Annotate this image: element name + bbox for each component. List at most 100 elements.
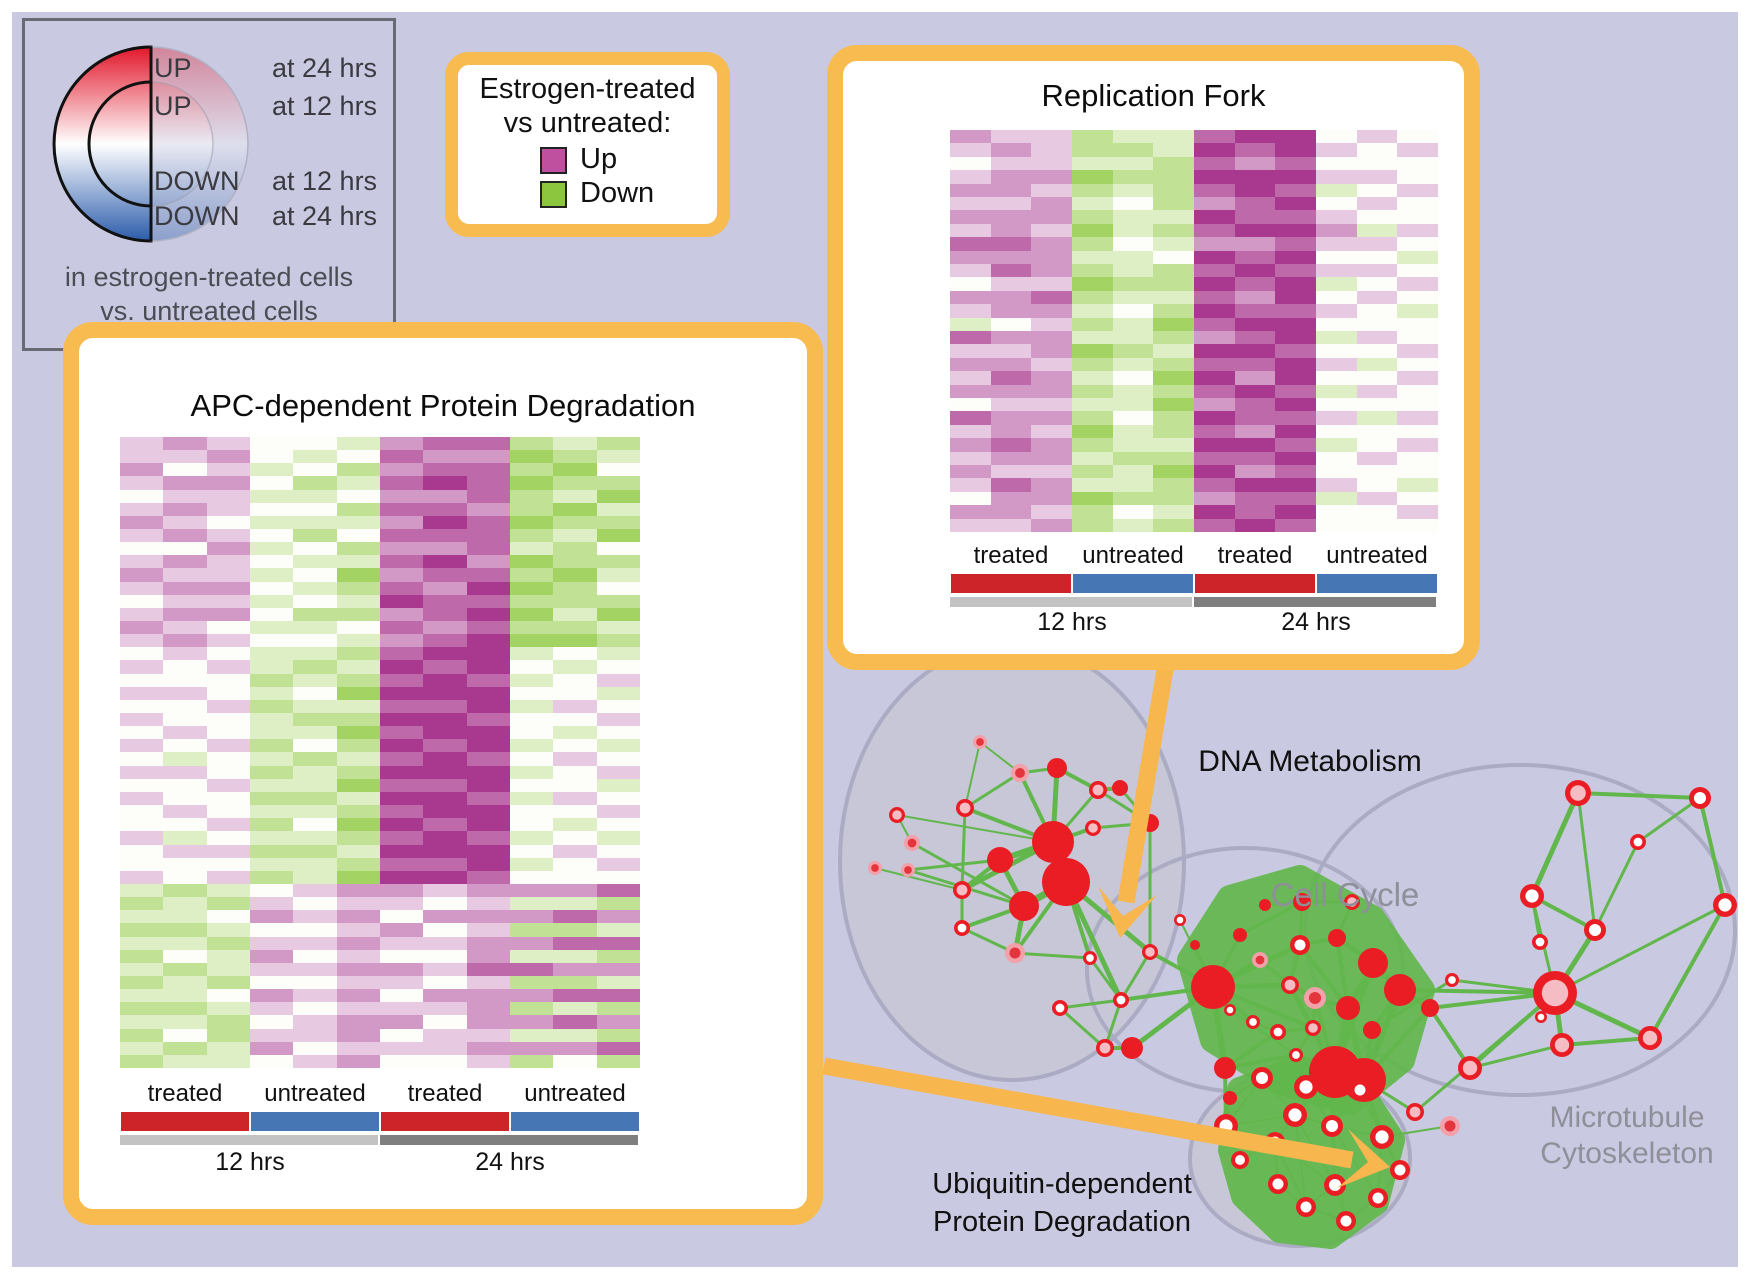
heatmap-cell — [1275, 357, 1316, 372]
heatmap-cell — [1072, 357, 1113, 372]
heatmap-cell — [379, 463, 424, 477]
heatmap-cell — [423, 778, 467, 792]
heatmap-cell — [950, 397, 991, 412]
heatmap-cell — [379, 502, 424, 516]
network-edge — [1294, 1114, 1307, 1208]
network-edge — [1331, 1125, 1347, 1222]
heatmap-cell — [596, 975, 640, 990]
heatmap-cell — [379, 791, 424, 806]
heatmap-cell — [1194, 438, 1235, 452]
heatmap-cell — [163, 1028, 207, 1042]
heatmap-cell — [1356, 505, 1398, 519]
heatmap-cell — [206, 437, 250, 451]
heatmap-cell — [1397, 384, 1438, 398]
heatmap-cell — [336, 897, 380, 911]
heatmap-cell — [379, 752, 424, 766]
heatmap-cell — [163, 910, 207, 924]
heatmap-cell — [596, 529, 640, 543]
apc-heatmap-panel: APC-dependent Protein Degradation treate… — [63, 322, 823, 1225]
heatmap-cell — [1112, 491, 1154, 506]
heatmap-cell — [293, 910, 337, 924]
heatmap-cell — [1234, 464, 1276, 479]
heatmap-cell — [596, 818, 640, 832]
heatmap-cell — [1112, 357, 1154, 372]
heatmap-cell — [990, 156, 1032, 171]
heatmap-cell — [1397, 397, 1438, 412]
heatmap-cell — [423, 883, 467, 898]
heatmap-cell — [553, 778, 597, 792]
network-node-ring-center — [1272, 1178, 1284, 1190]
heatmap-cell — [120, 529, 164, 543]
heatmap-cell — [206, 1028, 250, 1042]
heatmap-cell — [293, 962, 337, 976]
heatmap-cell — [596, 489, 640, 503]
heatmap-cell — [1397, 478, 1438, 492]
ubiquitin-label-line2: Protein Degradation — [933, 1206, 1191, 1238]
heatmap-cell — [120, 765, 164, 779]
network-edge — [1593, 841, 1640, 931]
treatment-bar-treated-2 — [381, 1112, 509, 1131]
heatmap-cell — [1275, 277, 1316, 291]
heatmap-cell — [553, 489, 597, 503]
heatmap-cell — [1275, 451, 1316, 465]
heatmap-cell — [336, 1015, 380, 1029]
heatmap-cell — [1234, 397, 1276, 412]
heatmap-cell — [509, 713, 554, 727]
microtubule-label-line1: Microtubule — [1549, 1101, 1705, 1134]
heatmap-cell — [466, 529, 510, 543]
heatmap-cell — [509, 502, 554, 516]
heatmap-cell — [1234, 344, 1276, 358]
heatmap-cell — [336, 1028, 380, 1042]
heatmap-cell — [553, 621, 597, 635]
treatment-bar-untreated-3 — [1317, 574, 1437, 593]
heatmap-cell — [466, 818, 510, 832]
heatmap-cell — [553, 450, 597, 464]
heatmap-cell — [206, 765, 250, 779]
network-edge — [1469, 1043, 1563, 1070]
heatmap-cell — [990, 263, 1032, 278]
heatmap-cell — [1275, 317, 1316, 331]
heatmap-cell — [336, 883, 380, 898]
heatmap-cell — [336, 1054, 380, 1068]
heatmap-cell — [163, 568, 207, 582]
heatmap-cell — [206, 699, 250, 714]
replication-fork-panel-title: Replication Fork — [1041, 78, 1266, 113]
heatmap-cell — [1234, 143, 1276, 157]
network-node-solid — [1191, 965, 1235, 1009]
heatmap-cell — [1194, 143, 1235, 157]
heatmap-cell — [466, 962, 510, 976]
heatmap-cell — [293, 975, 337, 990]
heatmap-cell — [423, 1015, 467, 1029]
heatmap-cell — [1031, 478, 1072, 492]
heatmap-cell — [249, 844, 294, 858]
heatmap-cell — [990, 397, 1032, 412]
heatmap-cell — [509, 831, 554, 845]
heatmap-cell — [990, 357, 1032, 372]
heatmap-cell — [1194, 411, 1235, 425]
heatmap-cell — [1275, 210, 1316, 224]
heatmap-cell — [1234, 170, 1276, 184]
heatmap-cell — [1316, 330, 1357, 345]
heatmap-cell — [466, 989, 510, 1003]
heatmap-cell — [293, 515, 337, 530]
heatmap-cell — [206, 778, 250, 792]
group-label-untreated-3: untreated — [524, 1080, 626, 1107]
heatmap-cell — [1031, 277, 1072, 291]
heatmap-cell — [553, 857, 597, 871]
heatmap-cell — [1153, 424, 1194, 439]
heatmap-cell — [293, 568, 337, 582]
heatmap-cell — [163, 897, 207, 911]
network-edge — [1014, 951, 1091, 960]
heatmap-cell — [249, 463, 294, 477]
heatmap-cell — [1112, 451, 1154, 465]
heatmap-cell — [1194, 304, 1235, 318]
heatmap-cell — [293, 726, 337, 740]
heatmap-cell — [293, 660, 337, 674]
heatmap-cell — [1356, 411, 1398, 425]
heatmap-cell — [1275, 156, 1316, 171]
heatmap-cell — [379, 818, 424, 832]
heatmap-cell — [206, 581, 250, 595]
heatmap-cell — [1356, 357, 1398, 372]
heatmap-cell — [1234, 237, 1276, 251]
